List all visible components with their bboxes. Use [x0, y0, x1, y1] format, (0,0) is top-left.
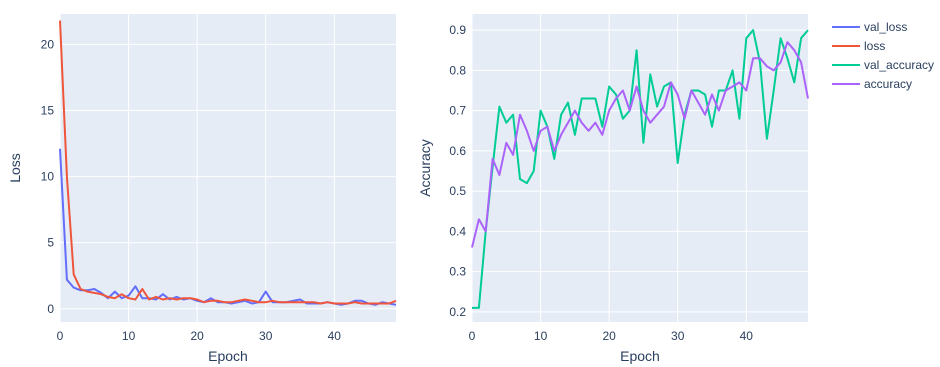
y-tick-label: 0.3	[449, 265, 466, 279]
y-axis-title-loss: Loss	[7, 153, 23, 183]
x-tick-label: 0	[469, 329, 476, 343]
x-tick-label: 40	[740, 329, 754, 343]
y-tick-label: 0	[47, 302, 54, 316]
x-axis-title-accuracy: Epoch	[620, 348, 660, 364]
legend-label-loss: loss	[864, 39, 885, 53]
y-tick-label: 0.5	[449, 184, 466, 198]
x-tick-label: 20	[602, 329, 616, 343]
x-tick-label: 10	[534, 329, 548, 343]
y-tick-label: 15	[41, 103, 55, 117]
legend-item-loss[interactable]: loss	[832, 39, 885, 53]
series-line-loss	[59, 20, 397, 305]
legend-item-val-loss[interactable]: val_loss	[832, 20, 907, 34]
legend[interactable]: val_loss loss val_accuracy accuracy	[832, 20, 934, 91]
plot-background-accuracy	[472, 14, 808, 322]
y-tick-label: 5	[47, 236, 54, 250]
subplot-loss: 0 10 20 30 40 0 5 10 15 20 Epoch Loss	[7, 14, 397, 364]
y-tick-label: 0.4	[449, 224, 466, 238]
legend-item-accuracy[interactable]: accuracy	[832, 77, 912, 91]
x-tick-label: 40	[328, 329, 342, 343]
plot-background-loss	[60, 14, 396, 322]
x-tick-label: 20	[190, 329, 204, 343]
x-tick-label: 10	[122, 329, 136, 343]
legend-label-val-loss: val_loss	[864, 20, 907, 34]
legend-label-val-accuracy: val_accuracy	[864, 58, 934, 72]
y-tick-label: 0.9	[449, 23, 466, 37]
series-line-accuracy	[471, 41, 809, 248]
y-tick-label: 10	[41, 170, 55, 184]
legend-item-val-accuracy[interactable]: val_accuracy	[832, 58, 934, 72]
y-tick-label: 0.8	[449, 63, 466, 77]
y-tick-label: 20	[41, 37, 55, 51]
x-axis-title-loss: Epoch	[208, 348, 248, 364]
y-tick-label: 0.2	[449, 305, 466, 319]
y-tick-label: 0.7	[449, 104, 466, 118]
y-axis-title-accuracy: Accuracy	[417, 139, 433, 197]
subplot-accuracy: 0 10 20 30 40 0.2 0.3 0.4 0.5 0.6 0.7 0.8 0.9 Epoch…	[417, 14, 809, 364]
legend-label-accuracy: accuracy	[864, 77, 912, 91]
x-tick-label: 30	[671, 329, 685, 343]
y-tick-label: 0.6	[449, 144, 466, 158]
x-tick-label: 30	[259, 329, 273, 343]
x-tick-label: 0	[57, 329, 64, 343]
